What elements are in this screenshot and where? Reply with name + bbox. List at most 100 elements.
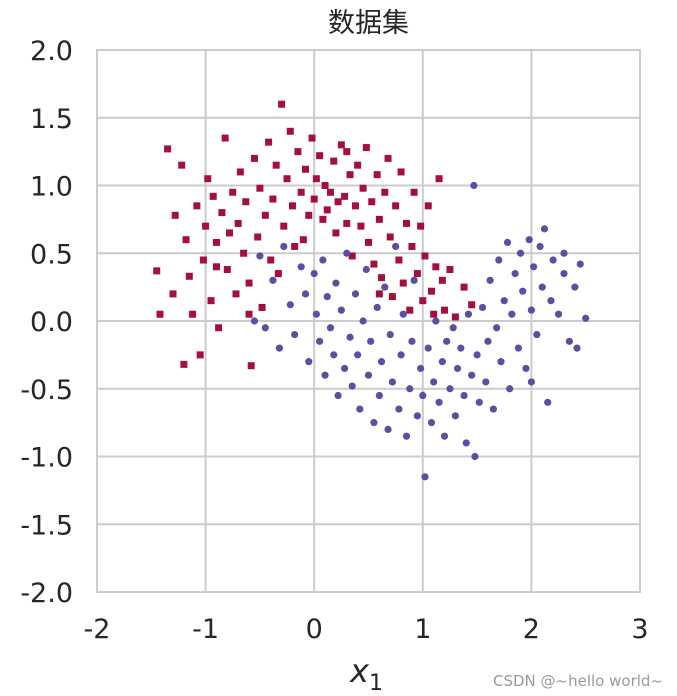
square-point: [446, 266, 454, 274]
circle-point: [402, 432, 411, 440]
square-point: [430, 310, 438, 318]
square-point: [417, 222, 425, 230]
square-point: [419, 297, 427, 305]
square-point: [261, 211, 269, 219]
circle-point: [493, 324, 501, 332]
square-point: [468, 301, 476, 309]
square-point: [403, 219, 411, 227]
square-point: [375, 215, 383, 223]
square-point: [388, 293, 396, 301]
circle-point: [519, 287, 527, 295]
square-point: [316, 152, 324, 160]
circle-point: [356, 405, 364, 413]
square-point: [312, 175, 320, 183]
circle-point: [370, 419, 378, 427]
square-point: [408, 242, 416, 250]
square-point: [288, 202, 296, 210]
square-point: [204, 175, 212, 183]
square-point: [432, 263, 440, 271]
square-point: [171, 211, 179, 219]
x-axis-label: x1: [349, 652, 383, 696]
square-point: [223, 266, 231, 274]
circle-point: [460, 391, 468, 400]
data-points: [153, 100, 590, 481]
x-axis-label-sub: 1: [369, 671, 383, 696]
circle-point: [351, 290, 360, 298]
circle-point: [367, 337, 375, 345]
square-point: [202, 222, 210, 230]
circle-point: [475, 398, 483, 406]
circle-point: [440, 432, 449, 440]
square-point: [451, 313, 459, 321]
circle-point: [554, 310, 563, 318]
circle-point: [451, 412, 459, 420]
square-point: [332, 229, 340, 237]
square-point: [232, 290, 240, 298]
circle-point: [334, 391, 342, 400]
circle-point: [364, 371, 373, 379]
circle-point: [373, 303, 381, 312]
square-point: [265, 138, 273, 146]
circle-point: [527, 306, 536, 314]
square-point: [229, 188, 237, 196]
circle-point: [453, 364, 462, 373]
circle-point: [312, 310, 320, 318]
square-point: [421, 252, 429, 260]
y-tick-label: 0.0: [30, 307, 73, 338]
square-point: [410, 188, 418, 196]
x-tick-labels: -2 -1 0 1 2 3: [84, 614, 649, 645]
x-tick-label: 0: [306, 614, 323, 645]
square-point: [164, 145, 172, 153]
square-point: [435, 175, 443, 183]
square-point: [280, 222, 288, 230]
chart-title: 数据集: [328, 8, 409, 39]
circle-point: [346, 333, 354, 341]
circle-point: [362, 265, 370, 274]
circle-point: [301, 290, 310, 298]
circle-point: [419, 391, 427, 400]
circle-point: [406, 385, 414, 393]
circle-point: [438, 358, 446, 366]
square-point: [178, 161, 186, 169]
circle-point: [506, 385, 514, 393]
square-point: [357, 222, 365, 230]
square-point: [291, 242, 299, 250]
circle-point: [321, 371, 329, 379]
circle-point: [576, 260, 584, 268]
square-point: [305, 211, 313, 219]
circle-point: [571, 283, 579, 291]
circle-point: [497, 358, 505, 366]
circle-point: [323, 293, 331, 301]
plot-frame: [96, 49, 641, 593]
square-point: [245, 279, 253, 287]
circle-point: [529, 263, 538, 271]
x-tick-label: -2: [84, 614, 111, 645]
y-tick-label: -2.0: [20, 578, 73, 609]
circle-point: [280, 242, 288, 251]
square-point: [368, 198, 376, 206]
square-point: [337, 141, 345, 149]
circle-point: [478, 303, 487, 312]
circle-point: [427, 419, 436, 427]
square-point: [254, 233, 262, 241]
square-point: [365, 238, 372, 246]
y-tick-labels: 2.0 1.5 1.0 0.5 0.0 -0.5 -1.0 -1.5 -2.0: [20, 36, 73, 609]
x-tick-label: -1: [192, 614, 219, 645]
circle-point: [500, 297, 508, 305]
square-point: [294, 148, 302, 156]
circle-point: [286, 301, 294, 309]
circle-point: [424, 344, 432, 352]
circle-point: [250, 317, 259, 325]
square-point: [256, 184, 264, 192]
square-point: [351, 202, 359, 210]
circle-point: [468, 371, 476, 379]
square-point: [438, 276, 446, 284]
square-point: [225, 229, 233, 237]
x-tick-label: 1: [414, 614, 431, 645]
square-point: [424, 202, 432, 210]
circle-point: [319, 256, 327, 264]
watermark: CSDN @~hello world~: [493, 672, 663, 690]
square-point: [319, 215, 327, 223]
circle-point: [511, 269, 519, 278]
square-point: [341, 192, 349, 200]
